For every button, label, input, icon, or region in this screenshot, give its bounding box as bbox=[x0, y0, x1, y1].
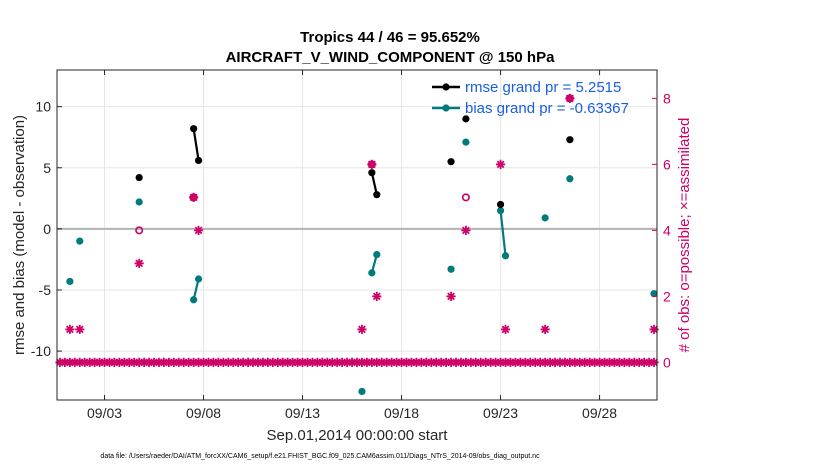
chart-title: Tropics 44 / 46 = 95.652% bbox=[300, 29, 480, 46]
obs-count-series bbox=[55, 93, 659, 367]
y2-tick-label: 8 bbox=[663, 90, 671, 106]
obs-assimilated-marker bbox=[75, 324, 85, 334]
y2-tick-label: 4 bbox=[663, 222, 671, 238]
bias-point bbox=[373, 250, 381, 259]
bias-point bbox=[566, 175, 574, 183]
x-tick-label: 09/28 bbox=[582, 405, 617, 421]
rmse-line-segment bbox=[192, 128, 200, 161]
x-axis-label: Sep.01,2014 00:00:00 start bbox=[267, 427, 449, 444]
plot-area bbox=[57, 70, 657, 400]
obs-assimilated-marker bbox=[134, 258, 144, 268]
obs-assimilated-marker bbox=[372, 291, 382, 301]
y-tick-label: -10 bbox=[31, 343, 51, 359]
obs-possible-marker bbox=[461, 193, 470, 202]
rmse-bias-series bbox=[66, 115, 658, 396]
x-tick-label: 09/08 bbox=[186, 405, 221, 421]
bias-point bbox=[368, 269, 376, 277]
bias-point bbox=[496, 206, 505, 215]
bias-point bbox=[650, 290, 658, 298]
legend-bias-marker bbox=[442, 104, 450, 112]
obs-assimilated-marker bbox=[461, 225, 471, 235]
x-tick-label: 09/18 bbox=[384, 405, 419, 421]
rmse-point bbox=[447, 158, 455, 166]
y-tick-label: 5 bbox=[43, 160, 51, 176]
rmse-point bbox=[190, 125, 198, 133]
bias-point bbox=[447, 265, 455, 273]
bias-point bbox=[66, 277, 74, 286]
axis-ticks: 09/03 09/08 09/13 09/18 09/23 09/28 10 5 0 -5 -10 8… bbox=[31, 70, 671, 421]
legend: rmse grand pr = 5.2515 bias grand pr = -… bbox=[432, 79, 629, 117]
y2-axis-label: # of obs: o=possible; ×=assimilated bbox=[676, 118, 693, 353]
rmse-point bbox=[496, 200, 505, 209]
obs-assimilated-marker bbox=[367, 159, 377, 169]
x-tick-label: 09/13 bbox=[285, 405, 320, 421]
obs-assimilated-marker bbox=[446, 291, 456, 301]
data-file-footnote: data file: /Users/raeder/DAI/ATM_forcXX/… bbox=[100, 453, 540, 460]
y-tick-label: 10 bbox=[35, 99, 51, 115]
obs-assimilated-marker bbox=[193, 225, 204, 235]
legend-rmse-label: rmse grand pr = 5.2515 bbox=[465, 79, 621, 96]
bias-point bbox=[194, 275, 203, 283]
y2-tick-label: 0 bbox=[663, 354, 671, 370]
legend-rmse-marker bbox=[442, 83, 450, 91]
bias-point bbox=[541, 214, 549, 222]
obs-zero-count-marker bbox=[456, 357, 466, 367]
obs-assimilated-marker bbox=[357, 324, 367, 334]
y-tick-label: 0 bbox=[43, 221, 51, 237]
bias-point bbox=[76, 237, 84, 245]
bias-point bbox=[462, 138, 470, 146]
chart-subtitle: AIRCRAFT_V_WIND_COMPONENT @ 150 hPa bbox=[226, 49, 556, 66]
obs-assimilated-marker bbox=[565, 93, 575, 103]
obs-assimilated-marker bbox=[495, 159, 506, 169]
bias-point bbox=[501, 252, 510, 260]
obs-possible-marker bbox=[135, 226, 144, 235]
rmse-line-segment bbox=[370, 172, 378, 195]
x-tick-label: 09/23 bbox=[483, 405, 518, 421]
obs-assimilated-marker bbox=[189, 192, 199, 202]
rmse-point bbox=[373, 191, 381, 199]
rmse-point bbox=[566, 136, 574, 144]
y-axis-label: rmse and bias (model - observation) bbox=[11, 115, 28, 355]
bias-point bbox=[358, 387, 366, 396]
bias-point bbox=[135, 198, 143, 206]
y-tick-label: -5 bbox=[39, 282, 52, 298]
rmse-point bbox=[194, 156, 203, 165]
y2-tick-label: 2 bbox=[663, 288, 671, 304]
plot-frame bbox=[56, 69, 658, 401]
bias-line-segment bbox=[499, 210, 507, 256]
y2-tick-label: 6 bbox=[663, 156, 671, 172]
legend-bias-label: bias grand pr = -0.63367 bbox=[465, 100, 629, 117]
obs-assimilated-marker bbox=[65, 324, 75, 334]
x-tick-label: 09/03 bbox=[87, 405, 122, 421]
rmse-point bbox=[462, 115, 470, 123]
obs-assimilated-marker bbox=[500, 324, 511, 334]
rmse-point bbox=[368, 169, 376, 177]
rmse-point bbox=[135, 173, 143, 182]
bias-point bbox=[190, 296, 198, 304]
obs-assimilated-marker bbox=[540, 324, 550, 334]
